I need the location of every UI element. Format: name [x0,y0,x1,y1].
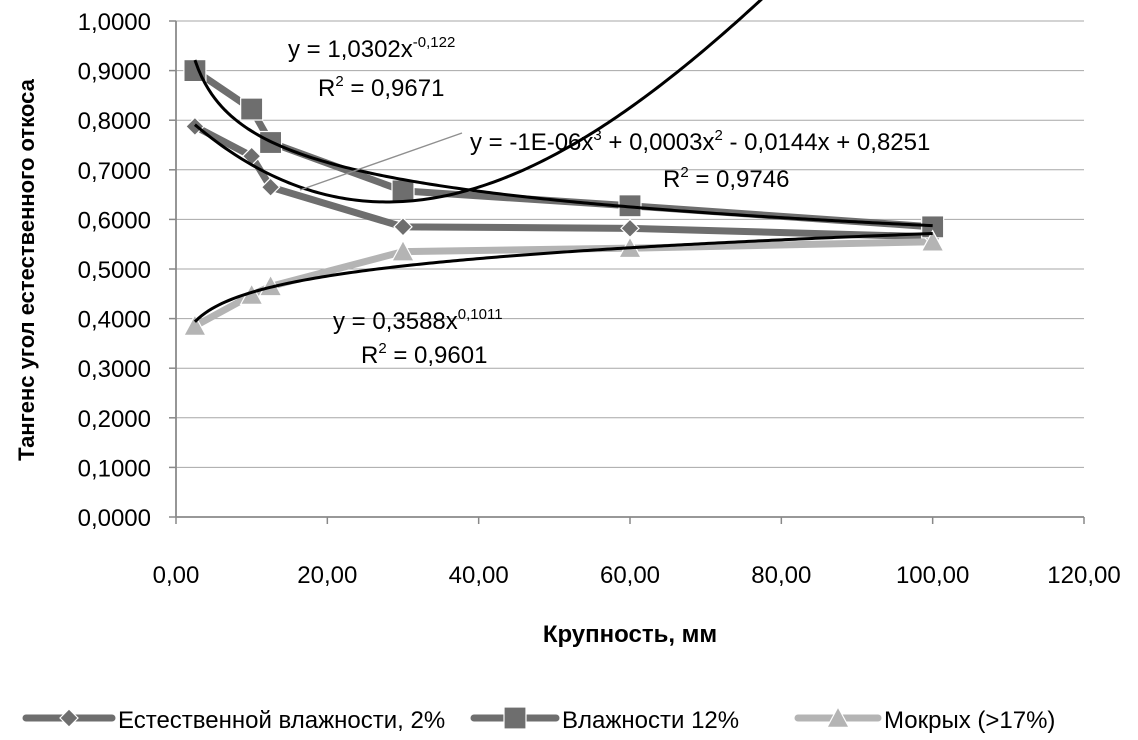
x-tick-label: 120,00 [1047,562,1120,589]
trendline-power-12 [193,59,933,228]
x-tick-label: 20,00 [297,562,357,589]
legend-marker-diamond [59,708,79,728]
legend-marker-square [503,706,527,730]
trendline-layer [193,0,933,323]
legend-item-3: Мокрых (>17%) [794,705,1055,734]
equation-power-12: y = 1,0302x-0,122 [288,34,455,63]
legend-item-2: Влажности 12% [470,706,739,734]
y-tick-label: 0,6000 [78,207,151,234]
r2-power-wet: R2 = 0,9601 [361,340,487,369]
series-line-1 [191,122,937,241]
x-tick-label: 0,00 [153,562,200,589]
y-tick-label: 0,5000 [78,257,151,284]
y-tick-label: 0,2000 [78,406,151,433]
equation-text: y = 1,0302x [288,36,413,63]
data-point [920,229,945,252]
equation-power: 2 [715,127,723,144]
label-layer: Крупность, мм Тангенс угол естественного… [14,34,930,648]
data-point [182,313,207,336]
axes-layer: 0,0000 0,1000 0,2000 0,3000 0,4000 0,5000 0,60… [78,9,1121,589]
y-tick-label: 0,9000 [78,59,151,86]
y-tick-label: 1,0000 [78,9,151,36]
equation-power-wet: y = 0,3588x0,1011 [333,306,503,335]
equation-exponent: 0,1011 [458,306,503,323]
r2-power-12: R2 = 0,9671 [318,73,444,102]
x-tick-label: 60,00 [600,562,660,589]
r2-prefix: R [361,342,378,369]
trendline-poly-2 [193,0,763,204]
equation-part: - 0,0144x + 0,8251 [723,129,931,156]
r2-prefix: R [663,166,680,193]
r2-value: = 0,9671 [344,75,445,102]
data-point [393,216,413,237]
equation-part: + 0,0003x [602,129,715,156]
legend-label: Естественной влажности, 2% [118,707,445,734]
equation-text: y = 0,3588x [333,308,458,335]
r2-value: = 0,9746 [689,166,790,193]
data-point [390,239,416,262]
legend: Естественной влажности, 2% Влажности 12% М… [22,705,1055,734]
data-point [620,218,640,239]
data-point [260,177,281,198]
trendline-power-wet [193,232,933,323]
y-tick-label: 0,7000 [78,158,151,185]
series-line-3 [191,238,937,330]
y-axis-title: Тангенс угол естественного откоса [14,78,39,460]
y-tick-label: 0,1000 [78,455,151,482]
equation-poly-2: y = -1E-06x3 + 0,0003x2 - 0,0144x + 0,82… [470,127,930,156]
legend-item-1: Естественной влажности, 2% [22,707,445,734]
equation-part: y = -1E-06x [470,129,593,156]
r2-poly-2: R2 = 0,9746 [663,164,789,193]
y-tick-label: 0,3000 [78,356,151,383]
data-point [391,179,415,203]
x-tick-label: 80,00 [751,562,811,589]
y-tick-label: 0,4000 [78,307,151,334]
equation-exponent: -0,122 [413,34,456,51]
legend-label: Влажности 12% [562,707,739,734]
data-point [240,97,264,121]
x-tick-label: 100,00 [896,562,969,589]
polynomial-label-leader [299,132,463,191]
r2-superscript: 2 [335,73,343,90]
r2-superscript: 2 [378,340,386,357]
series-layer [182,58,945,336]
y-tick-label: 0,0000 [78,505,151,532]
equation-power: 3 [593,127,601,144]
legend-marker-triangle [825,705,851,728]
r2-prefix: R [318,75,335,102]
x-axis-title: Крупность, мм [543,621,717,648]
y-tick-label: 0,8000 [78,108,151,135]
r2-value: = 0,9601 [387,342,488,369]
r2-superscript: 2 [680,164,688,181]
x-tick-label: 40,00 [449,562,509,589]
legend-label: Мокрых (>17%) [884,707,1055,734]
